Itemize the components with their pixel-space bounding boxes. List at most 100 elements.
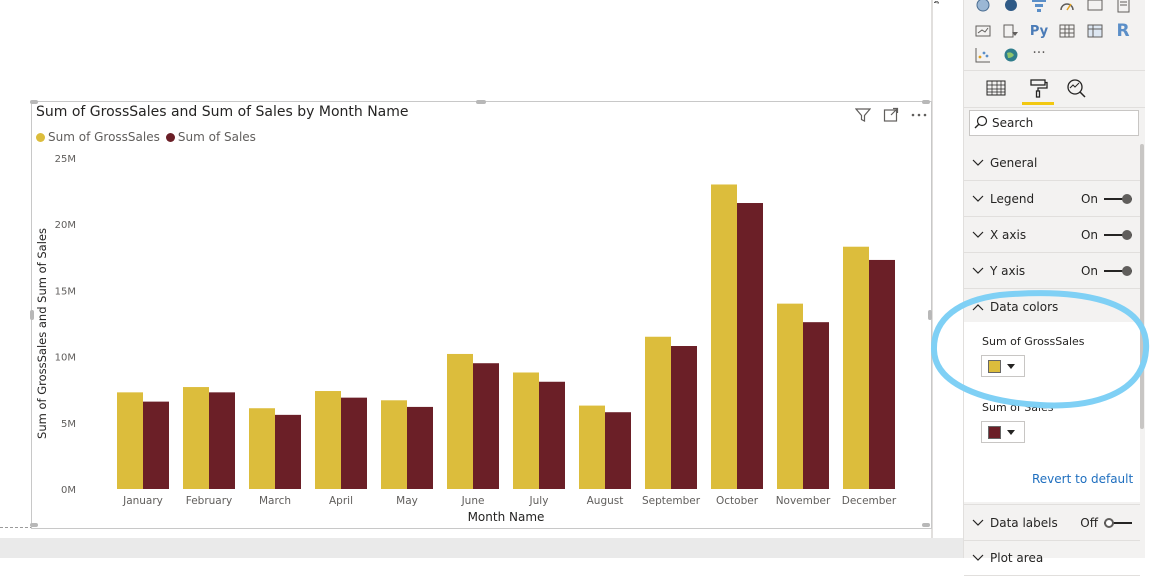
bar-grosssales <box>183 387 209 489</box>
field-label-sales: Sum of Sales <box>982 401 1054 414</box>
clustered-column-chart-visual[interactable]: Sum of GrossSales and Sum of Sales by Mo… <box>30 100 932 529</box>
bar-sales <box>473 363 499 489</box>
revert-to-default-link[interactable]: Revert to default <box>1032 472 1134 486</box>
section-label: Data labels <box>990 515 1058 530</box>
section-label: X axis <box>990 227 1027 242</box>
page-tabs-bar <box>0 538 964 558</box>
bar-grosssales <box>315 391 341 489</box>
section-label: Legend <box>990 191 1035 206</box>
sales-color-picker[interactable] <box>981 421 1025 443</box>
chevron-down-icon <box>972 519 984 527</box>
y-axis-title: Sum of GrossSales and Sum of Sales <box>35 228 49 439</box>
globe-icon[interactable] <box>1002 46 1020 64</box>
table-icon[interactable] <box>1058 22 1076 40</box>
map-icon[interactable] <box>974 0 992 14</box>
section-data-colors[interactable]: Data colors <box>964 289 1140 325</box>
section-general[interactable]: General <box>964 145 1140 181</box>
x-axis-title: Month Name <box>468 510 545 524</box>
chart-legend[interactable]: Sum of GrossSales Sum of Sales <box>36 130 256 144</box>
toggle-state-label: On <box>1080 263 1098 278</box>
chevron-down-icon <box>972 267 984 275</box>
x-axis-toggle[interactable] <box>1104 229 1132 240</box>
filter-icon[interactable] <box>853 106 873 124</box>
bar-grosssales <box>645 336 671 489</box>
chevron-down-icon <box>972 195 984 203</box>
focus-mode-icon[interactable] <box>881 106 901 124</box>
legend-item-sales[interactable]: Sum of Sales <box>165 130 256 144</box>
pane-scrollbar[interactable] <box>1140 144 1144 429</box>
legend-item-grosssales[interactable]: Sum of GrossSales <box>36 130 160 144</box>
toggle-state-label: On <box>1080 191 1098 206</box>
bar-sales <box>209 392 235 489</box>
tab-analytics[interactable] <box>1064 77 1088 99</box>
matrix-icon[interactable] <box>1086 22 1104 40</box>
x-tick-label: May <box>396 495 418 507</box>
slicer-icon[interactable] <box>1002 22 1020 40</box>
section-x-axis[interactable]: X axis On <box>964 217 1140 253</box>
section-label: Y axis <box>990 263 1026 278</box>
chevron-down-icon <box>972 159 984 167</box>
gauge-icon[interactable] <box>1058 0 1076 14</box>
kpi-icon[interactable] <box>974 22 992 40</box>
bar-sales <box>143 401 169 489</box>
legend-label-sales: Sum of Sales <box>177 130 256 144</box>
section-label: Data colors <box>990 299 1059 314</box>
r-visual-icon[interactable]: R <box>1116 21 1130 41</box>
more-options-icon[interactable] <box>909 106 929 124</box>
search-icon <box>970 114 992 133</box>
section-plot-area[interactable]: Plot area <box>964 540 1140 576</box>
multi-row-card-icon[interactable] <box>1114 0 1132 14</box>
y-tick-label: 5M <box>61 419 76 430</box>
grosssales-color-picker[interactable] <box>981 355 1025 377</box>
bar-sales <box>275 414 301 489</box>
section-data-labels[interactable]: Data labels Off <box>964 504 1140 541</box>
bar-grosssales <box>777 303 803 489</box>
bar-sales <box>737 203 763 489</box>
resize-handle-top[interactable] <box>476 100 486 104</box>
x-tick-label: October <box>716 495 759 507</box>
bar-grosssales <box>513 372 539 489</box>
more-visuals-icon[interactable]: ··· <box>1032 45 1046 61</box>
x-tick-label: November <box>776 495 831 507</box>
section-label: General <box>990 155 1038 170</box>
tab-fields[interactable] <box>984 77 1008 99</box>
y-tick-label: 25M <box>55 154 76 165</box>
x-tick-label: March <box>259 495 291 507</box>
bar-sales <box>869 259 895 489</box>
caret-down-icon <box>1007 429 1015 435</box>
resize-handle-corner-br[interactable] <box>922 523 930 527</box>
canvas-scrollbar[interactable] <box>931 0 933 538</box>
card-icon[interactable] <box>1086 0 1104 14</box>
chevron-up-icon <box>972 303 984 311</box>
section-legend[interactable]: Legend On <box>964 181 1140 217</box>
resize-handle-left[interactable] <box>30 310 34 320</box>
funnel-icon[interactable] <box>1030 0 1048 14</box>
pane-tabs <box>964 70 1145 108</box>
format-search-box[interactable] <box>969 110 1139 136</box>
search-input[interactable] <box>992 116 1132 130</box>
resize-handle-corner-bl[interactable] <box>30 523 38 527</box>
tab-format[interactable] <box>1026 77 1050 99</box>
y-axis-toggle[interactable] <box>1104 265 1132 276</box>
resize-handle-corner-tr[interactable] <box>922 100 930 104</box>
x-tick-label: July <box>529 495 549 507</box>
resize-handle-corner-tl[interactable] <box>30 100 38 104</box>
filled-map-icon[interactable] <box>1002 0 1020 14</box>
legend-marker-sales <box>165 132 175 142</box>
scatter-icon[interactable] <box>974 46 992 64</box>
bar-grosssales <box>447 353 473 489</box>
y-tick-label: 10M <box>55 353 76 364</box>
section-y-axis[interactable]: Y axis On <box>964 253 1140 289</box>
resize-handle-right[interactable] <box>928 310 932 320</box>
color-swatch <box>988 359 1001 373</box>
data-labels-toggle[interactable] <box>1104 517 1132 528</box>
active-tab-indicator <box>1022 102 1054 105</box>
x-tick-label: January <box>122 495 163 507</box>
visualizations-pane: Py R ··· General Legend On <box>963 0 1145 576</box>
x-tick-label: August <box>587 495 624 507</box>
bar-sales <box>341 397 367 489</box>
legend-toggle[interactable] <box>1104 193 1132 204</box>
python-visual-icon[interactable]: Py <box>1029 23 1049 39</box>
field-label-grosssales: Sum of GrossSales <box>982 335 1085 348</box>
y-tick-label: 15M <box>55 286 76 297</box>
